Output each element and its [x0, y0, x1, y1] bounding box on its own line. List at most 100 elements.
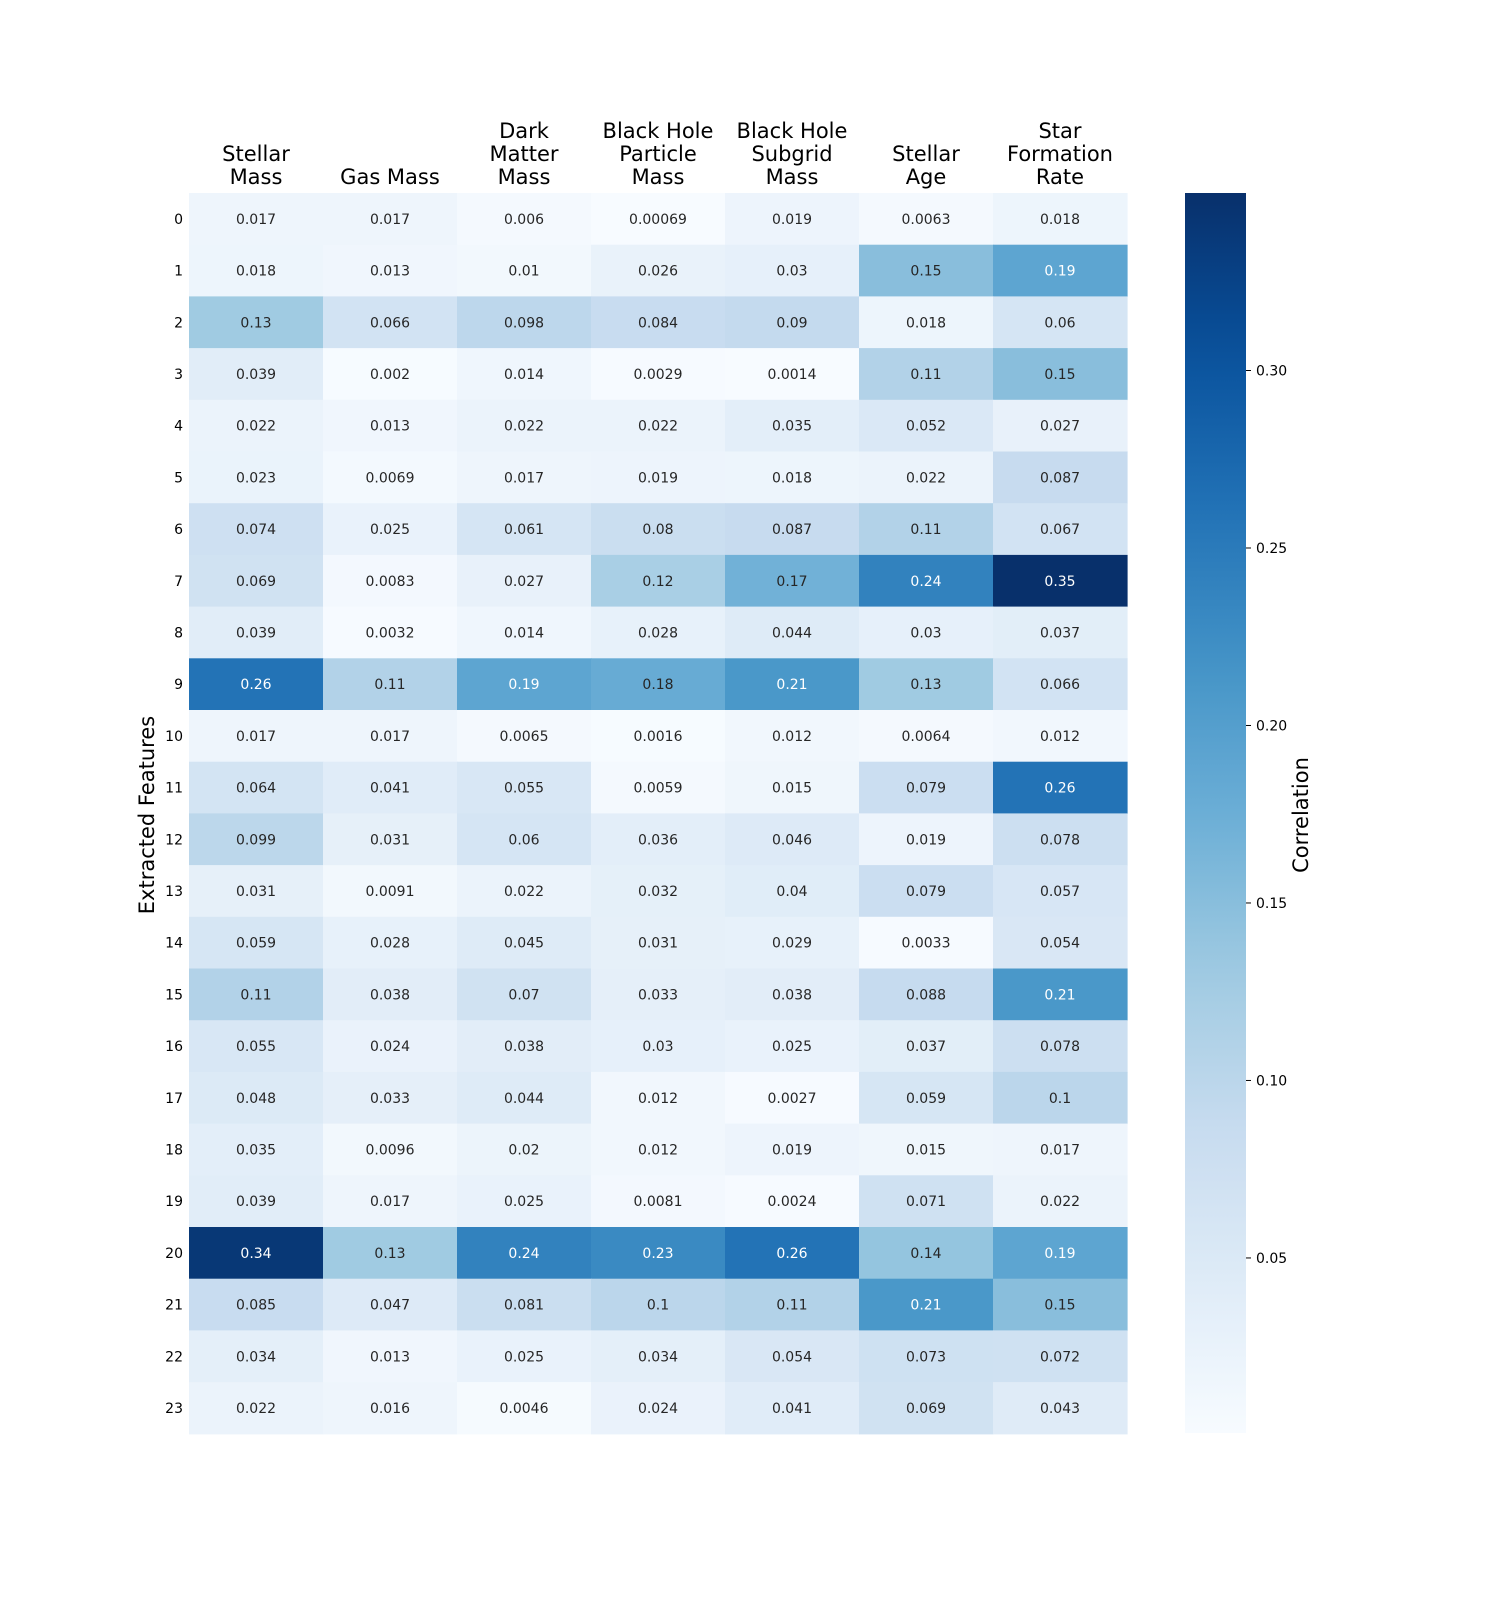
cell-value: 0.014	[504, 367, 544, 383]
heatmap-cell	[591, 710, 726, 763]
cell-value: 0.035	[772, 419, 812, 435]
cell-value: 0.0024	[768, 1194, 817, 1210]
cell-value: 0.018	[1040, 212, 1080, 228]
cell-value: 0.031	[638, 936, 678, 952]
heatmap-cell	[859, 658, 994, 711]
heatmap-cell	[457, 244, 592, 297]
column-header: Stellar Mass	[222, 142, 290, 189]
cell-value: 0.017	[504, 470, 544, 486]
cell-value: 0.029	[772, 936, 812, 952]
cell-value: 0.018	[236, 264, 276, 280]
row-label: 18	[165, 1142, 183, 1158]
heatmap-cell	[457, 658, 592, 711]
heatmap-cell	[189, 916, 324, 970]
cell-value: 0.059	[236, 936, 276, 952]
cell-value: 0.0083	[366, 574, 415, 590]
row-label: 23	[165, 1401, 183, 1417]
colorbar-tick-label: 0.25	[1256, 541, 1287, 557]
cell-value: 0.002	[370, 367, 410, 383]
heatmap-cell	[323, 761, 458, 814]
heatmap-cell	[993, 658, 1128, 711]
heatmap-cell	[859, 503, 994, 556]
cell-value: 0.088	[906, 987, 946, 1003]
heatmap-cell	[323, 503, 458, 556]
row-label: 19	[165, 1194, 183, 1210]
heatmap-cell	[189, 865, 324, 918]
heatmap-cell	[189, 1278, 324, 1331]
cell-value: 0.016	[370, 1401, 410, 1417]
cell-value: 0.0014	[768, 367, 817, 383]
heatmap-cell	[859, 1382, 994, 1435]
column-header-line: Subgrid	[751, 142, 832, 166]
cell-value: 0.028	[638, 625, 678, 641]
heatmap-cell	[323, 658, 458, 711]
heatmap-cell	[859, 1123, 994, 1176]
heatmap-cell	[725, 1175, 860, 1228]
cell-value: 0.013	[370, 264, 410, 280]
heatmap-cell	[323, 193, 458, 246]
cell-value: 0.044	[504, 1091, 544, 1107]
cell-value: 0.017	[370, 212, 410, 228]
heatmap-cell	[323, 1382, 458, 1435]
cell-value: 0.0064	[902, 729, 951, 745]
cell-value: 0.098	[504, 315, 544, 331]
cell-value: 0.027	[504, 574, 544, 590]
heatmap-cell	[725, 193, 860, 246]
cell-value: 0.079	[906, 781, 946, 797]
cell-value: 0.15	[1044, 367, 1075, 383]
cell-value: 0.0069	[366, 470, 415, 486]
cell-value: 0.038	[772, 987, 812, 1003]
heatmap-cell	[725, 1330, 860, 1383]
cell-value: 0.078	[1040, 832, 1080, 848]
heatmap-cell	[993, 1278, 1128, 1331]
cell-value: 0.044	[772, 625, 812, 641]
cell-value: 0.079	[906, 884, 946, 900]
cell-value: 0.025	[504, 1194, 544, 1210]
heatmap-cell	[725, 399, 860, 453]
heatmap-cell	[993, 1382, 1128, 1435]
heatmap-cell	[189, 813, 324, 866]
heatmap-cell	[323, 1278, 458, 1331]
heatmap-cell	[591, 503, 726, 556]
cell-value: 0.03	[642, 1039, 673, 1055]
heatmap-cell	[591, 1382, 726, 1435]
heatmap-cell	[859, 606, 994, 659]
cell-value: 0.15	[1044, 1298, 1075, 1314]
heatmap-cell	[725, 296, 860, 349]
row-label: 17	[165, 1091, 183, 1107]
cell-value: 0.06	[1044, 315, 1075, 331]
cell-value: 0.039	[236, 625, 276, 641]
cell-value: 0.014	[504, 625, 544, 641]
heatmap-cell	[993, 554, 1128, 608]
heatmap-cell	[859, 296, 994, 349]
cell-value: 0.09	[776, 315, 807, 331]
heatmap-cell	[591, 1330, 726, 1383]
colorbar-tick-label: 0.05	[1256, 1251, 1287, 1267]
heatmap-cell	[591, 1227, 726, 1280]
heatmap-cell	[323, 968, 458, 1021]
column-header-line: Star	[1038, 119, 1081, 143]
cell-value: 0.26	[1044, 781, 1075, 797]
heatmap-cell	[993, 1020, 1128, 1073]
cell-value: 0.24	[508, 1246, 539, 1262]
heatmap-cell	[457, 1020, 592, 1073]
cell-value: 0.018	[772, 470, 812, 486]
cell-value: 0.015	[772, 781, 812, 797]
cell-value: 0.0033	[902, 936, 951, 952]
heatmap-cell	[189, 606, 324, 659]
heatmap-cell	[457, 865, 592, 918]
heatmap-cell	[993, 968, 1128, 1021]
heatmap-cell	[725, 606, 860, 659]
row-label: 4	[174, 419, 183, 435]
cell-value: 0.039	[236, 1194, 276, 1210]
cell-value: 0.033	[370, 1091, 410, 1107]
column-header: Black Hole Subgrid Mass	[737, 119, 848, 189]
heatmap-cell	[323, 554, 458, 608]
cell-value: 0.012	[772, 729, 812, 745]
heatmap-cell	[323, 399, 458, 453]
cell-value: 0.0063	[902, 212, 951, 228]
cell-value: 0.081	[504, 1298, 544, 1314]
cell-value: 0.027	[1040, 419, 1080, 435]
cell-value: 0.047	[370, 1298, 410, 1314]
